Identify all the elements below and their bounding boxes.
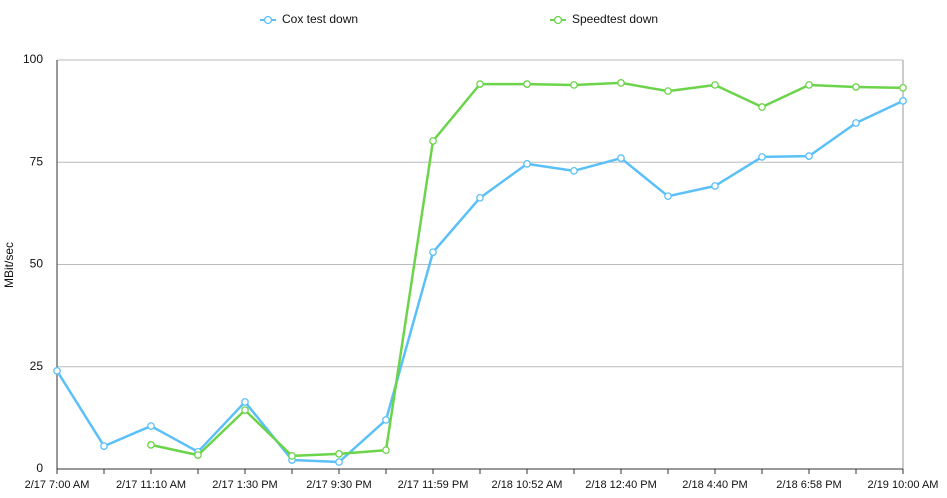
- data-point: [899, 97, 907, 105]
- y-tick-label: 50: [30, 257, 44, 271]
- data-point: [241, 398, 249, 406]
- data-point: [194, 451, 202, 459]
- data-point: [570, 81, 578, 89]
- data-point: [476, 80, 484, 88]
- data-point: [617, 79, 625, 87]
- data-point: [241, 406, 249, 414]
- x-tick-label: 2/17 1:30 PM: [212, 479, 277, 491]
- x-tick-label: 2/17 7:00 AM: [25, 479, 90, 491]
- y-tick-label: 75: [30, 154, 44, 168]
- data-point: [617, 154, 625, 163]
- y-tick-label: 100: [23, 52, 43, 66]
- y-tick-label: 0: [36, 461, 43, 475]
- data-point: [805, 81, 813, 89]
- data-point: [429, 137, 437, 145]
- data-point: [805, 152, 813, 160]
- data-point: [523, 80, 531, 88]
- data-point: [758, 153, 766, 161]
- legend-label: Speedtest down: [572, 12, 658, 26]
- data-point: [147, 441, 155, 449]
- x-tick-label: 2/19 10:00 AM: [868, 479, 939, 491]
- x-tick-label: 2/18 4:40 PM: [682, 479, 747, 491]
- data-point: [664, 87, 672, 95]
- data-point: [758, 103, 766, 111]
- data-point: [53, 366, 61, 375]
- data-point: [852, 83, 860, 91]
- x-tick-label: 2/17 9:30 PM: [306, 479, 371, 491]
- x-tick-label: 2/17 11:59 PM: [398, 479, 469, 491]
- data-point: [523, 160, 531, 168]
- data-point: [288, 452, 296, 460]
- data-point: [899, 83, 907, 92]
- y-axis-label: MBit/sec: [2, 242, 16, 288]
- x-tick-label: 2/18 12:40 PM: [585, 479, 657, 491]
- data-point: [664, 192, 672, 201]
- x-tick-label: 2/18 6:58 PM: [776, 479, 841, 491]
- data-point: [147, 422, 155, 430]
- data-point: [100, 442, 108, 450]
- data-point: [711, 81, 719, 89]
- legend-label: Cox test down: [282, 12, 358, 26]
- data-point: [852, 119, 860, 127]
- series-line: [150, 81, 904, 458]
- data-point: [335, 458, 343, 466]
- y-tick-label: 25: [30, 359, 44, 373]
- data-point: [429, 248, 437, 257]
- data-point: [711, 182, 719, 190]
- x-tick-label: 2/18 10:52 AM: [492, 479, 563, 491]
- data-point: [382, 446, 390, 455]
- x-tick-label: 2/17 11:10 AM: [116, 479, 186, 491]
- legend-swatch: [263, 15, 273, 25]
- data-point: [382, 416, 390, 424]
- data-point: [570, 166, 578, 175]
- data-point: [335, 450, 343, 458]
- legend-swatch: [553, 15, 563, 25]
- series-line: [55, 99, 904, 464]
- data-point: [476, 193, 484, 202]
